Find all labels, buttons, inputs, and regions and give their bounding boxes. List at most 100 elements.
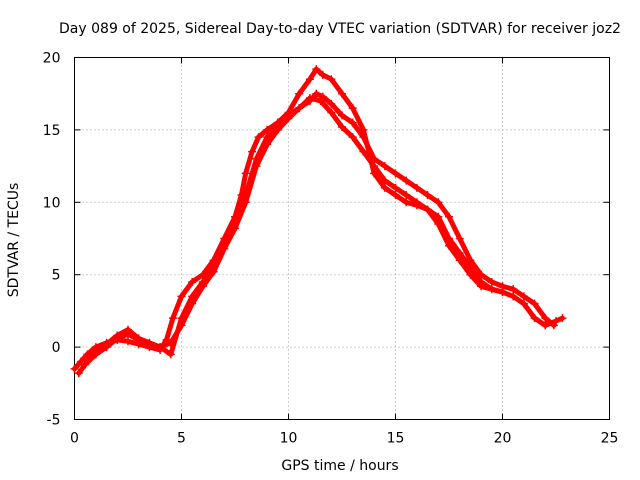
data-point [318,92,327,101]
series-track-a [70,89,558,373]
data-point [380,162,389,171]
data-point [552,317,560,326]
x-tick-label: 10 [280,431,298,447]
data-point [391,169,400,178]
data-point [316,96,325,105]
data-point [273,125,282,134]
data-point [412,183,421,192]
data-point [391,191,400,200]
data-point [348,133,357,142]
data-point [305,94,314,103]
data-point [124,325,132,334]
x-tick-label: 20 [494,431,512,447]
data-point [273,118,282,127]
data-point [168,314,177,323]
data-point [305,75,314,84]
data-point [248,147,257,156]
data-point [455,256,464,265]
data-point [312,89,321,98]
data-point [423,205,432,214]
data-point [541,314,550,323]
data-point [188,277,197,286]
plot-frame [74,57,610,420]
data-point [359,147,368,156]
data-point [102,340,111,349]
series-track-c [81,94,507,363]
x-tick-label: 25 [601,431,619,447]
data-point [188,299,197,308]
data-point [327,108,336,117]
y-tick-label: 0 [52,340,61,356]
data-point [402,176,411,185]
data-point [477,282,486,291]
data-point [541,321,550,330]
data-point [76,357,85,366]
data-point [284,114,293,123]
data-point [380,183,389,192]
data-point [423,191,432,200]
data-point [91,347,100,356]
data-point [177,321,186,330]
data-point [466,270,475,279]
data-point [380,176,389,185]
data-point [145,338,154,347]
data-point [445,241,453,250]
y-tick-label: 20 [43,51,61,67]
data-point [166,350,175,359]
data-point [402,198,411,207]
data-point [519,299,528,308]
data-point [231,224,239,233]
data-point [295,89,304,98]
data-point [327,75,336,84]
data-point [519,292,528,301]
data-point [391,183,400,192]
data-point [70,364,79,373]
x-tick-label: 5 [177,431,186,447]
y-tick-label: 10 [43,195,61,211]
data-point [348,118,357,127]
data-point [166,338,175,347]
data-point [318,70,327,79]
data-point [509,285,518,294]
y-tick-label: -5 [47,413,61,429]
data-point [134,334,143,343]
data-point [487,285,496,294]
data-point [338,89,346,98]
data-point [198,282,207,291]
data-point [209,267,218,276]
data-point [338,111,346,120]
data-point [124,337,132,346]
data-point [220,244,229,253]
series-line [76,66,565,376]
data-point [263,140,272,149]
y-axis-label: SDTVAR / TECUs [6,183,22,298]
data-point [254,133,263,142]
data-point [81,354,90,363]
chart-title: Day 089 of 2025, Sidereal Day-to-day VTE… [59,21,621,37]
data-point [509,292,518,301]
data-point [487,277,496,286]
y-tick-label: 15 [43,123,61,139]
data-point [295,104,304,113]
x-tick-label: 15 [387,431,405,447]
series-line [82,95,505,362]
x-axis-label: GPS time / hours [281,458,398,474]
data-point [402,191,411,200]
data-point [327,99,336,108]
x-tick-label: 0 [70,431,79,447]
data-point [252,162,261,171]
axis-ticks: 0 5 10 15 20 25 -5 0 5 10 15 20 [43,51,619,447]
data-point [455,234,464,243]
data-point [241,169,250,178]
data-point [370,162,379,171]
data-point [530,314,539,323]
data-point [348,104,357,113]
data-point [177,292,186,301]
data-point [338,123,346,132]
series-group [70,65,567,378]
data-point [113,331,122,340]
data-point [312,65,321,74]
data-point [412,198,421,207]
y-tick-label: 5 [52,268,61,284]
